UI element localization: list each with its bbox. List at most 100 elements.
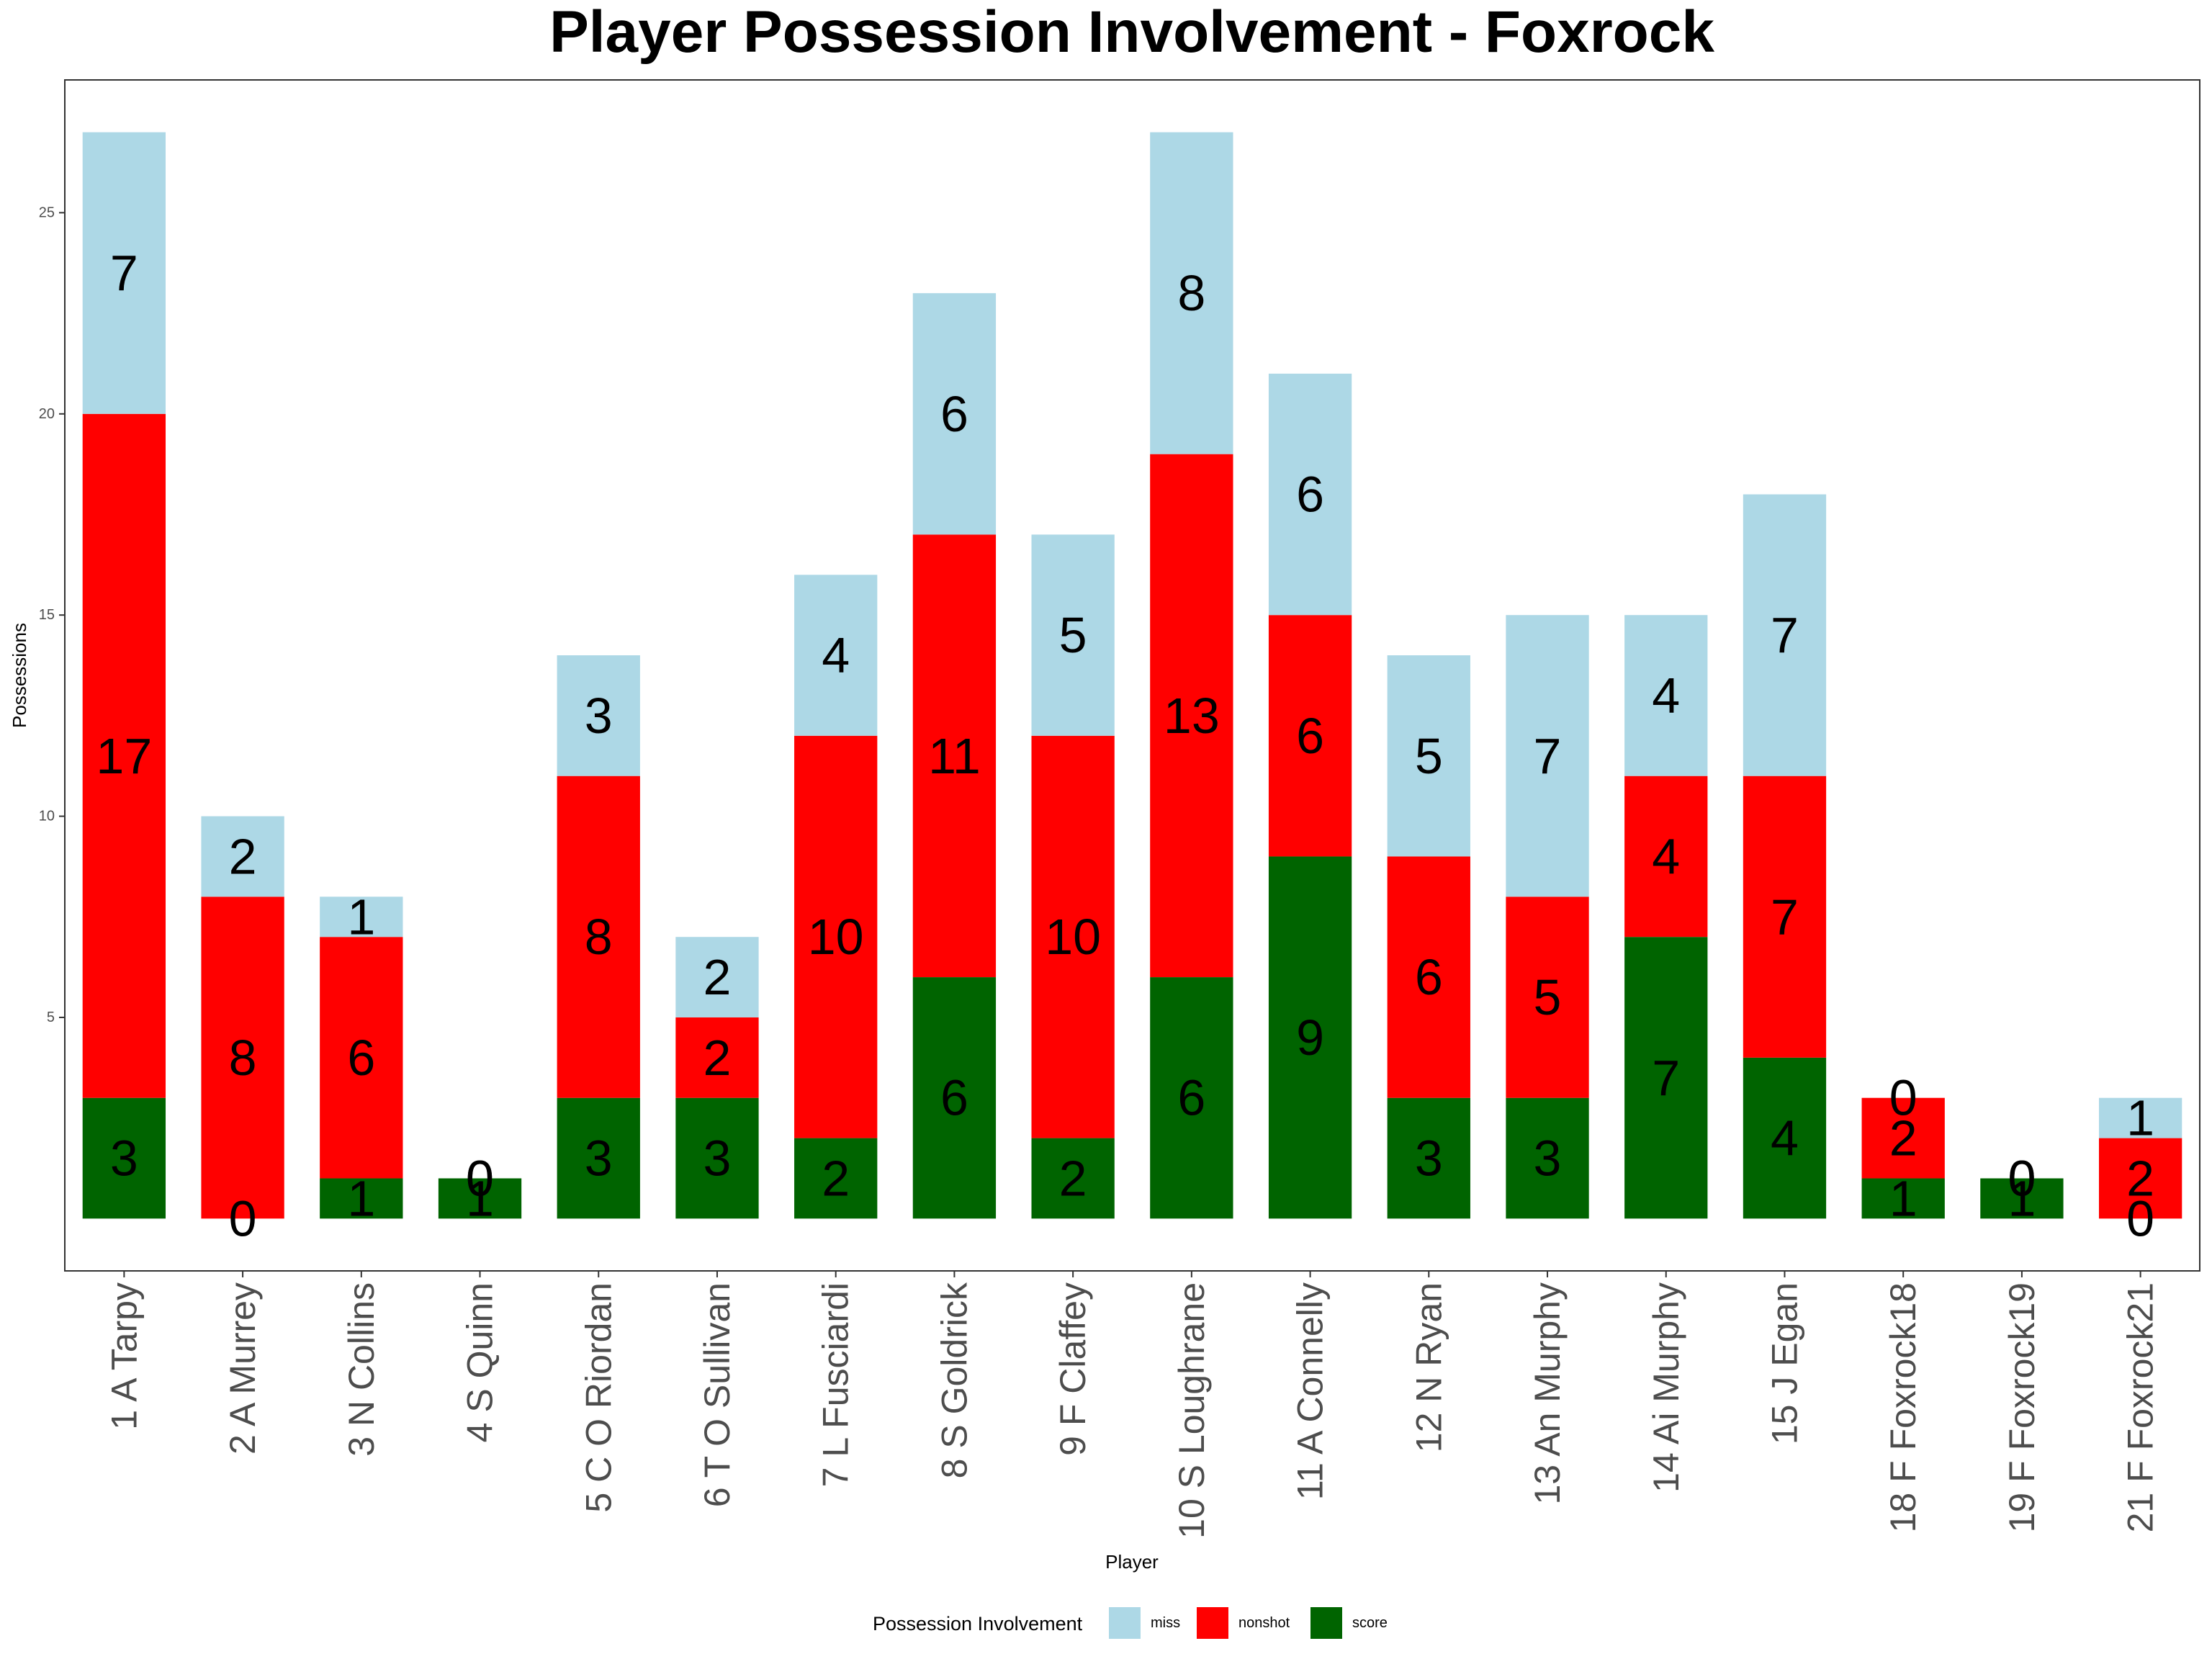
data-label-miss-16: 0 bbox=[1889, 1070, 1917, 1126]
data-label-miss-9: 5 bbox=[1059, 607, 1087, 663]
data-label-nonshot-8: 11 bbox=[928, 728, 981, 784]
x-tick-label: 10 S Loughrane bbox=[1172, 1282, 1212, 1539]
x-tick-label: 5 C O Riordan bbox=[578, 1282, 619, 1513]
data-label-nonshot-1: 17 bbox=[96, 728, 152, 784]
bar-miss-2 bbox=[201, 816, 284, 897]
data-label-score-18: 0 bbox=[2126, 1190, 2154, 1246]
bar-nonshot-16 bbox=[1861, 1097, 1945, 1179]
y-tick-label: 15 bbox=[39, 607, 55, 623]
bar-miss-18 bbox=[2098, 1097, 2182, 1138]
data-label-score-11: 9 bbox=[1296, 1010, 1324, 1066]
data-label-miss-11: 6 bbox=[1296, 467, 1324, 523]
data-label-nonshot-13: 5 bbox=[1534, 969, 1562, 1025]
data-label-nonshot-4: 0 bbox=[466, 1150, 494, 1206]
data-label-miss-1: 7 bbox=[110, 245, 138, 301]
x-tick-label: 3 N Collins bbox=[341, 1282, 382, 1457]
bar-miss-9 bbox=[1031, 534, 1115, 736]
x-axis: 1 A Tarpy 2 A Murrey 3 N Collins 4 S Quinn 5… bbox=[104, 1271, 2161, 1539]
data-label-nonshot-10: 13 bbox=[1164, 688, 1220, 744]
bar-score-8 bbox=[912, 977, 997, 1219]
bar-nonshot-10 bbox=[1150, 454, 1233, 978]
y-tick-label: 25 bbox=[39, 204, 55, 220]
bar-miss-13 bbox=[1506, 615, 1589, 897]
bar-miss-11 bbox=[1268, 373, 1352, 616]
legend-label-nonshot: nonshot bbox=[1238, 1615, 1290, 1631]
chart-title: Player Possession Involvement - Foxrock bbox=[549, 0, 1714, 65]
data-label-score-5: 3 bbox=[585, 1130, 613, 1187]
data-label-nonshot-15: 7 bbox=[1771, 889, 1799, 945]
data-label-miss-4: 0 bbox=[466, 1150, 494, 1206]
x-tick-label: 19 F Foxrock19 bbox=[2002, 1282, 2042, 1532]
bar-miss-6 bbox=[675, 937, 759, 1017]
bar-miss-3 bbox=[320, 896, 403, 938]
legend-swatch-nonshot bbox=[1197, 1607, 1228, 1639]
bar-score-7 bbox=[794, 1138, 878, 1219]
data-label-nonshot-5: 8 bbox=[585, 909, 613, 965]
bar-nonshot-2 bbox=[201, 896, 284, 1219]
bar-score-5 bbox=[557, 1097, 640, 1219]
x-tick-label: 11 A Connelly bbox=[1290, 1282, 1331, 1500]
y-tick-label: 10 bbox=[39, 809, 55, 824]
legend-swatch-score bbox=[1310, 1607, 1342, 1639]
x-tick-label: 12 N Ryan bbox=[1408, 1282, 1449, 1452]
legend-title: Possession Involvement bbox=[873, 1613, 1083, 1635]
data-label-miss-13: 7 bbox=[1534, 728, 1562, 784]
x-tick-label: 6 T O Sullivan bbox=[697, 1282, 737, 1507]
data-label-score-9: 2 bbox=[1059, 1150, 1087, 1206]
x-tick-label: 2 A Murrey bbox=[222, 1282, 263, 1455]
bar-nonshot-15 bbox=[1743, 775, 1827, 1058]
data-label-score-16: 1 bbox=[1889, 1170, 1917, 1226]
bar-score-14 bbox=[1624, 937, 1708, 1219]
data-label-nonshot-6: 2 bbox=[703, 1030, 732, 1086]
data-label-score-2: 0 bbox=[229, 1190, 257, 1246]
bar-score-11 bbox=[1268, 856, 1352, 1219]
x-axis-title: Player bbox=[1105, 1551, 1159, 1573]
legend-label-score: score bbox=[1352, 1615, 1388, 1631]
bar-nonshot-9 bbox=[1031, 735, 1115, 1138]
bar-score-12 bbox=[1387, 1097, 1470, 1219]
data-label-nonshot-18: 2 bbox=[2126, 1150, 2154, 1206]
bar-nonshot-6 bbox=[675, 1017, 759, 1098]
bar-miss-14 bbox=[1624, 615, 1708, 776]
bar-miss-12 bbox=[1387, 655, 1470, 857]
bar-miss-15 bbox=[1743, 494, 1827, 776]
bar-score-3 bbox=[320, 1178, 403, 1219]
data-label-miss-6: 2 bbox=[703, 949, 732, 1005]
bar-nonshot-13 bbox=[1506, 896, 1589, 1098]
x-tick-label: 14 Ai Murphy bbox=[1646, 1282, 1686, 1493]
data-label-miss-8: 6 bbox=[940, 386, 968, 442]
bar-miss-8 bbox=[912, 293, 997, 535]
bar-miss-5 bbox=[557, 655, 640, 776]
x-tick-label: 18 F Foxrock18 bbox=[1883, 1282, 1923, 1532]
bar-score-17 bbox=[1980, 1178, 2064, 1219]
bar-nonshot-14 bbox=[1624, 775, 1708, 938]
bar-miss-7 bbox=[794, 575, 878, 736]
bar-nonshot-8 bbox=[912, 534, 997, 978]
data-label-score-6: 3 bbox=[703, 1130, 732, 1187]
bar-nonshot-5 bbox=[557, 775, 640, 1098]
bar-score-6 bbox=[675, 1097, 759, 1219]
bar-nonshot-1 bbox=[82, 413, 166, 1098]
data-label-nonshot-12: 6 bbox=[1415, 949, 1443, 1005]
data-label-nonshot-11: 6 bbox=[1296, 708, 1324, 764]
x-tick-label: 7 L Fusciardi bbox=[816, 1282, 856, 1487]
data-label-score-3: 1 bbox=[347, 1170, 375, 1226]
data-label-miss-3: 1 bbox=[347, 889, 375, 945]
bar-score-15 bbox=[1743, 1057, 1827, 1219]
y-tick-label: 20 bbox=[39, 406, 55, 422]
data-label-nonshot-17: 0 bbox=[2008, 1150, 2036, 1206]
data-label-nonshot-14: 4 bbox=[1652, 828, 1680, 884]
x-tick-label: 1 A Tarpy bbox=[104, 1282, 144, 1430]
x-tick-label: 9 F Claffey bbox=[1053, 1282, 1093, 1456]
bar-score-4 bbox=[438, 1178, 522, 1219]
legend-swatch-miss bbox=[1109, 1607, 1141, 1639]
bar-nonshot-11 bbox=[1268, 615, 1352, 857]
y-axis: 5 10 15 20 25 bbox=[39, 204, 65, 1025]
y-axis-title: Possessions bbox=[9, 623, 30, 728]
data-label-score-13: 3 bbox=[1534, 1130, 1562, 1187]
legend-label-miss: miss bbox=[1151, 1615, 1180, 1631]
data-label-miss-17: 0 bbox=[2008, 1150, 2036, 1206]
data-label-miss-15: 7 bbox=[1771, 607, 1799, 663]
